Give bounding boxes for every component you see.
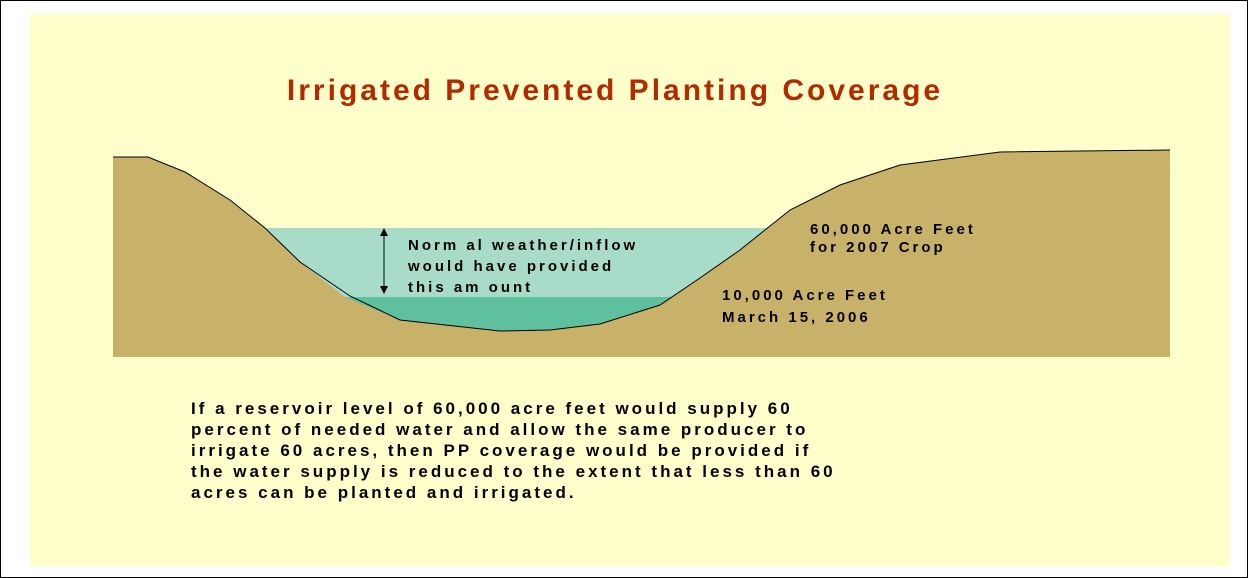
current-label: March 15, 2006 xyxy=(722,309,871,326)
page: Irrigated Prevented Planting Coverage No… xyxy=(0,0,1249,578)
body-text: acres can be planted and irrigated. xyxy=(191,483,577,502)
title: Irrigated Prevented Planting Coverage xyxy=(287,74,943,107)
full-label: 60,000 Acre Feet xyxy=(810,221,976,238)
body-text: irrigate 60 acres, then PP coverage woul… xyxy=(191,441,811,460)
slide: Irrigated Prevented Planting Coverage No… xyxy=(0,0,1249,578)
current-label: 10,000 Acre Feet xyxy=(722,287,888,304)
full-label: for 2007 Crop xyxy=(810,239,946,256)
body-text: percent of needed water and allow the sa… xyxy=(191,420,808,439)
normal-label: this am ount xyxy=(408,279,533,296)
normal-label: Norm al weather/inflow xyxy=(408,237,638,254)
normal-label: would have provided xyxy=(407,258,614,275)
body-text: If a reservoir level of 60,000 acre feet… xyxy=(191,399,793,418)
body-text: the water supply is reduced to the exten… xyxy=(191,462,836,481)
